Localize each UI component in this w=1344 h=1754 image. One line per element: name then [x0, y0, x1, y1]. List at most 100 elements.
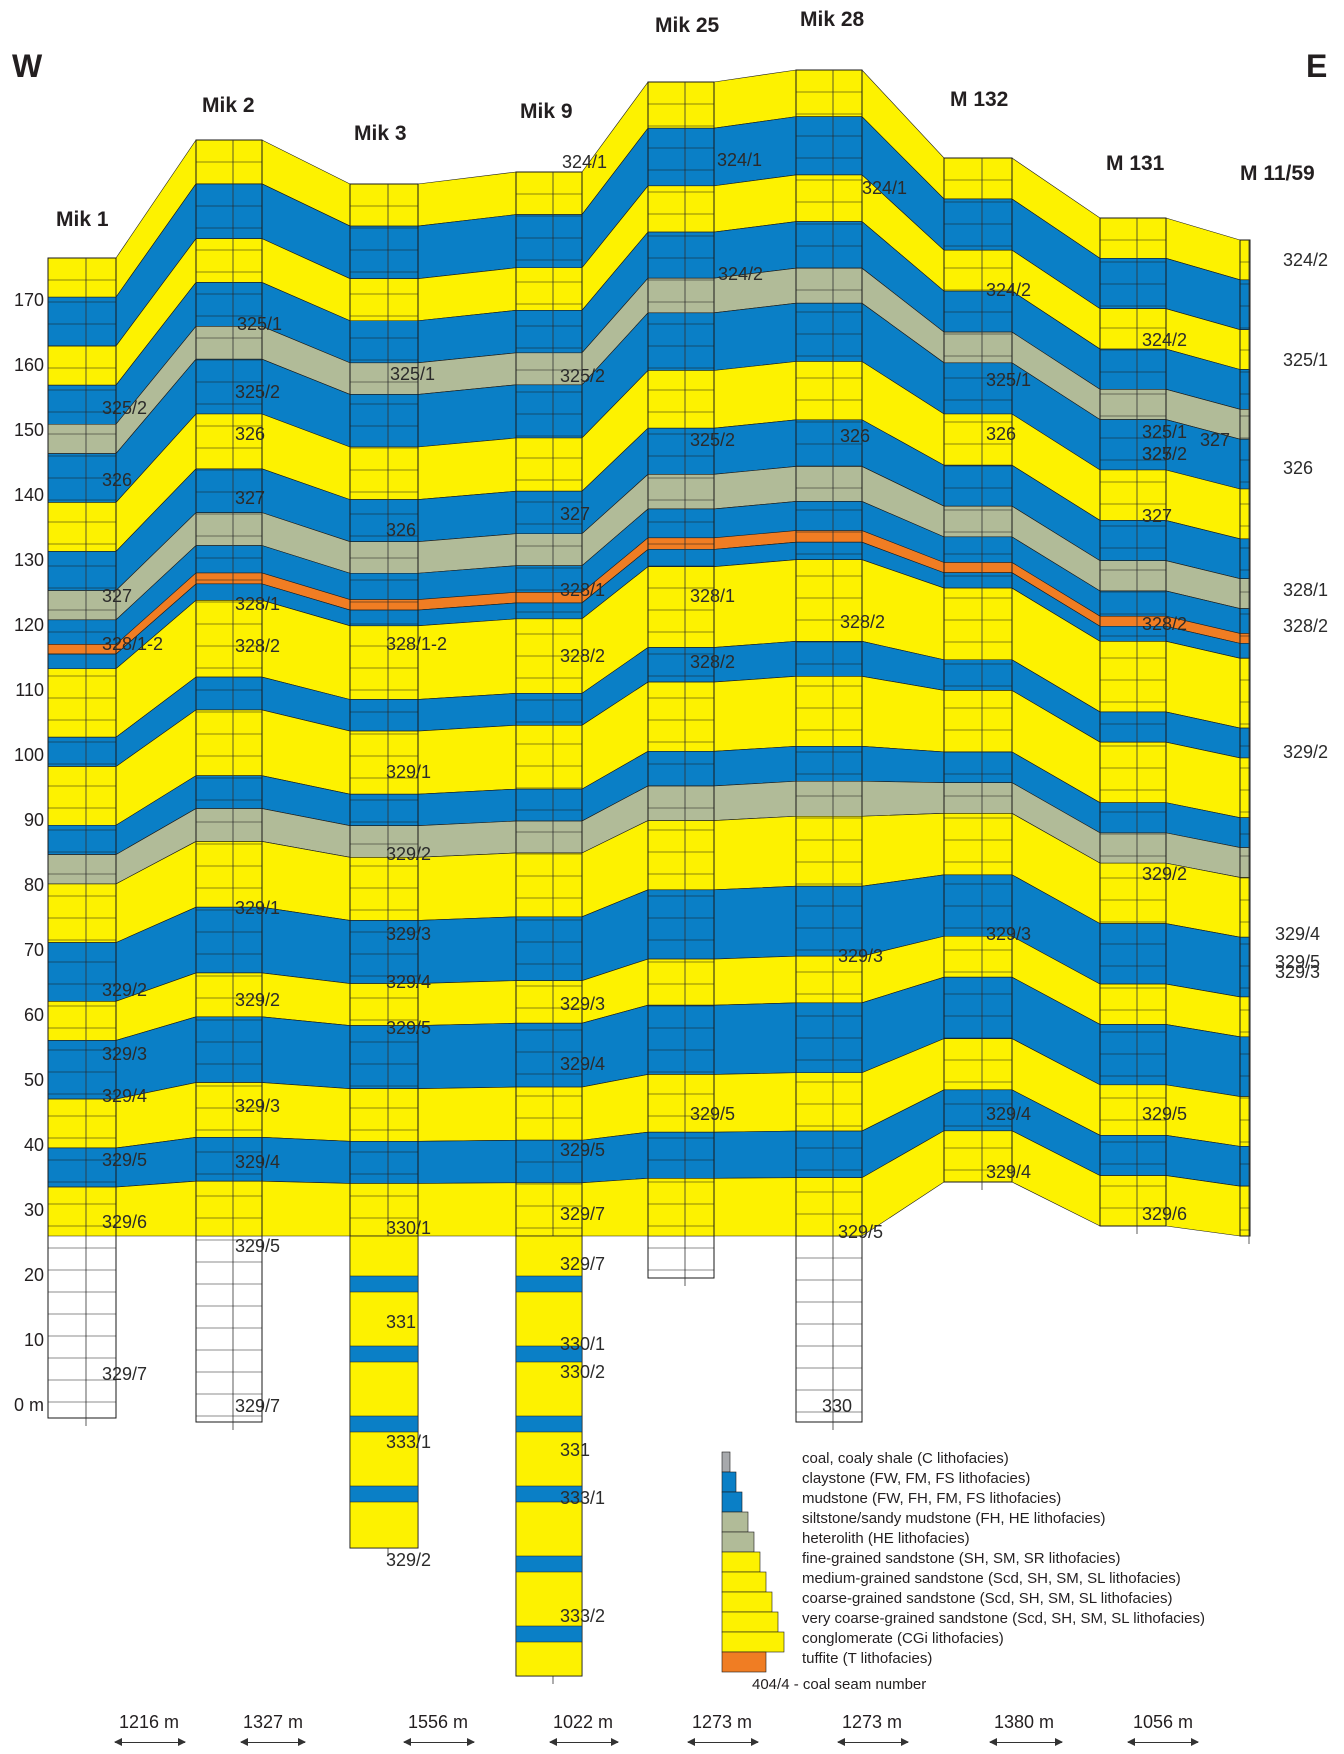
seam-label: 328/2 [1142, 614, 1188, 634]
seam-label: 324/2 [718, 264, 764, 284]
legend-swatch [721, 1651, 767, 1673]
legend-conglomerate: conglomerate (CGi lithofacies) [802, 1630, 1004, 1647]
seam-label: 333/2 [560, 1606, 606, 1626]
seam-label: 328/1 [235, 594, 281, 614]
deep-mudstone [349, 1415, 419, 1433]
distance-label: 1380 m [993, 1712, 1055, 1732]
depth-tick-50: 50 [23, 1070, 44, 1090]
correlation-panels [47, 69, 1251, 1237]
depth-tick-70: 70 [23, 940, 44, 960]
seam-label: 325/2 [102, 398, 148, 418]
seam-label: 328/2 [690, 652, 736, 672]
seam-label: 329/3 [986, 924, 1032, 944]
deep-mudstone [515, 1485, 583, 1503]
seam-label: 329/5 [102, 1150, 148, 1170]
well-column [647, 81, 715, 1279]
seam-label: 326 [235, 424, 266, 444]
east-label: E [1306, 48, 1328, 84]
legend-swatches [721, 1451, 785, 1673]
seam-label: 329/4 [986, 1162, 1032, 1182]
west-label: W [12, 48, 43, 84]
depth-tick-100: 100 [13, 745, 44, 765]
well-name-mik3: Mik 3 [354, 122, 407, 145]
seam-label: 325/1 [1142, 422, 1188, 442]
legend-swatch [721, 1591, 773, 1613]
seam-label: 327 [1142, 506, 1173, 526]
depth-tick-0: 0 m [13, 1395, 44, 1415]
seam-label: 329/6 [1142, 1204, 1188, 1224]
seam-label: 329/7 [560, 1204, 606, 1224]
legend-heterolith: heterolith (HE lithofacies) [802, 1530, 970, 1547]
seam-label: 329/4 [235, 1152, 281, 1172]
depth-tick-170: 170 [13, 290, 44, 310]
seam-label: 329/2 [1142, 864, 1188, 884]
seam-label: 324/2 [1142, 330, 1188, 350]
distance-label: 1056 m [1132, 1712, 1194, 1732]
legend-fine-sandstone: fine-grained sandstone (SH, SM, SR litho… [802, 1550, 1121, 1567]
distance-arrow [114, 1738, 186, 1746]
distance-arrow [687, 1738, 759, 1746]
seam-label: 324/1 [717, 150, 763, 170]
distance-label: 1273 m [691, 1712, 753, 1732]
legend-mudstone: mudstone (FW, FH, FM, FS lithofacies) [802, 1490, 1062, 1507]
seam-label: 327 [235, 488, 266, 508]
seam-label: 324/2 [1283, 250, 1329, 270]
well-name-mik28: Mik 28 [800, 8, 865, 31]
depth-tick-10: 10 [23, 1330, 44, 1350]
well-column [47, 257, 117, 1419]
legend-claystone: claystone (FW, FM, FS lithofacies) [802, 1470, 1031, 1487]
seam-label: 329/2 [102, 980, 148, 1000]
seam-label: 327 [1200, 430, 1231, 450]
legend-swatch [721, 1611, 779, 1633]
legend-siltstone: siltstone/sandy mudstone (FH, HE lithofa… [802, 1510, 1106, 1527]
seam-label: 329/4 [102, 1086, 148, 1106]
seam-label: 329/6 [102, 1212, 148, 1232]
seam-label: 327 [560, 504, 591, 524]
seam-label: 324/2 [986, 280, 1032, 300]
seam-label: 329/7 [102, 1364, 148, 1384]
seam-label: 329/1 [235, 898, 281, 918]
depth-tick-20: 20 [23, 1265, 44, 1285]
depth-tick-130: 130 [13, 550, 44, 570]
well-column [943, 157, 1013, 1183]
distance-arrow [1127, 1738, 1199, 1746]
depth-tick-120: 120 [13, 615, 44, 635]
seam-label: 329/4 [986, 1104, 1032, 1124]
legend-swatch [721, 1631, 785, 1653]
legend-medium-sandstone: medium-grained sandstone (Scd, SH, SM, S… [802, 1570, 1181, 1587]
depth-tick-80: 80 [23, 875, 44, 895]
seam-label: 329/3 [102, 1044, 148, 1064]
seam-label: 329/7 [560, 1254, 606, 1274]
depth-tick-30: 30 [23, 1200, 44, 1220]
depth-tick-110: 110 [15, 680, 44, 700]
depth-tick-160: 160 [13, 355, 44, 375]
seam-label: 329/4 [1275, 924, 1321, 944]
distance-label: 1022 m [552, 1712, 614, 1732]
seam-label: 326 [386, 520, 417, 540]
seam-label: 328/1 [690, 586, 736, 606]
well-name-mik9: Mik 9 [520, 100, 573, 123]
well-name-m132: M 132 [950, 88, 1009, 111]
legend-very-coarse-sandstone: very coarse-grained sandstone (Scd, SH, … [802, 1610, 1205, 1627]
legend-swatch [721, 1471, 737, 1493]
deep-mudstone [349, 1275, 419, 1293]
seam-label: 333/1 [560, 1488, 606, 1508]
seam-label: 329/3 [838, 946, 884, 966]
seam-label: 326 [986, 424, 1017, 444]
well-columns [47, 69, 1251, 1684]
legend-coal: coal, coaly shale (C lithofacies) [802, 1450, 1009, 1467]
seam-label: 333/1 [386, 1432, 432, 1452]
deep-mudstone [515, 1345, 583, 1363]
deep-mudstone [515, 1275, 583, 1293]
legend-swatch [721, 1571, 767, 1593]
distance-arrow [240, 1738, 306, 1746]
depth-tick-40: 40 [23, 1135, 44, 1155]
seam-label: 329/5 [386, 1018, 432, 1038]
depth-tick-90: 90 [23, 810, 44, 830]
seam-label: 329/4 [386, 972, 432, 992]
deep-section [515, 1235, 583, 1677]
seam-label: 329/3 [235, 1096, 281, 1116]
seam-label: 329/3 [386, 924, 432, 944]
distance-label: 1556 m [407, 1712, 469, 1732]
